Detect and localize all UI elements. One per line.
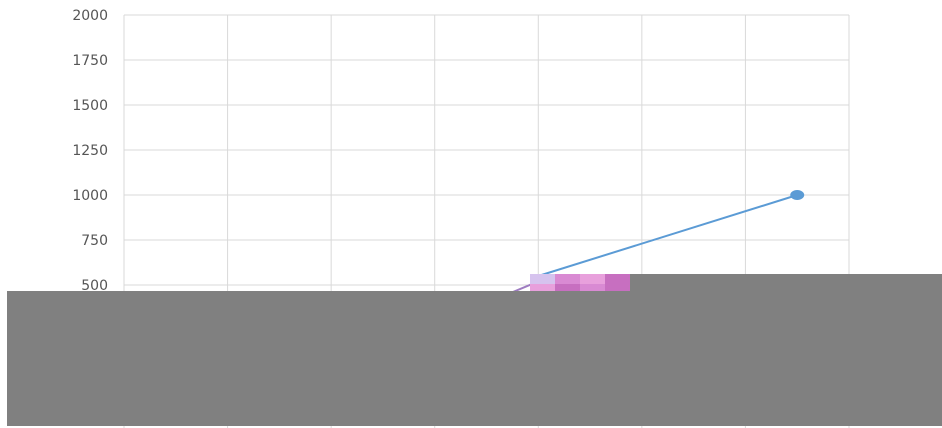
overlay-layer (7, 274, 942, 426)
artifact-block (580, 274, 605, 284)
artifact-block (555, 284, 580, 292)
y-axis-ticks: 2000 1750 1500 1250 1000 750 500 (72, 8, 108, 294)
y-tick-label: 500 (81, 278, 108, 294)
series-line-1 (537, 194, 798, 277)
data-point-marker (790, 190, 805, 200)
artifact-block (605, 274, 630, 284)
y-tick-label: 1750 (72, 53, 108, 69)
y-tick-label: 1250 (72, 143, 108, 159)
y-tick-label: 2000 (72, 8, 108, 24)
artifact-block (530, 284, 555, 292)
artifact-block (580, 284, 605, 292)
artifact-block (555, 274, 580, 284)
y-tick-label: 1500 (72, 98, 108, 114)
redaction-block (630, 274, 942, 292)
y-tick-label: 1000 (72, 188, 108, 204)
y-tick-label: 750 (81, 233, 108, 249)
artifact-block (530, 274, 555, 284)
artifact-block (605, 284, 630, 292)
redaction-block (7, 291, 942, 426)
